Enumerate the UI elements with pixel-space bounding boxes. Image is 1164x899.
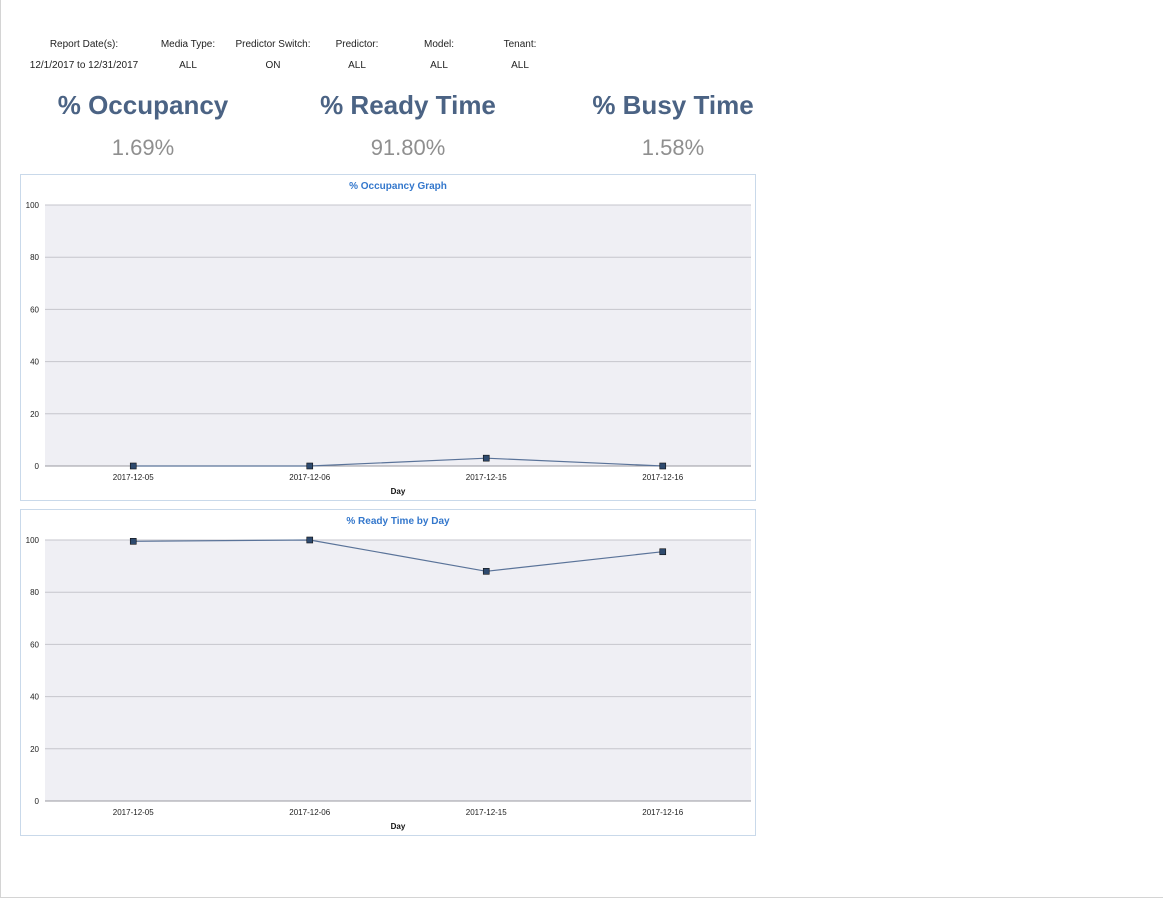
- series-line: [133, 539, 663, 572]
- kpi-value: 1.58%: [641, 135, 705, 160]
- x-axis-label: Day: [391, 822, 406, 831]
- ready-time-chart-panel: % Ready Time by Day 0 20 40 60 80 100 2017-12-0…: [20, 509, 756, 836]
- filter-value: 12/1/2017 to 12/31/2017: [29, 60, 139, 71]
- plot-area: [45, 540, 751, 801]
- filter-value: ALL: [179, 60, 197, 71]
- report-filter-bar: Report Date(s): 12/1/2017 to 12/31/2017 …: [0, 38, 760, 78]
- filter-media-type: Media Type: ALL: [152, 38, 224, 73]
- filter-label: Model:: [423, 39, 454, 50]
- filter-value: ALL: [430, 60, 448, 71]
- y-tick-label: 100: [26, 201, 40, 210]
- kpi-title: % Ready Time: [320, 90, 496, 120]
- y-tick-label: 0: [35, 797, 40, 806]
- chart-title: % Ready Time by Day: [346, 516, 450, 527]
- data-point: [306, 536, 314, 544]
- filter-value: ON: [265, 60, 281, 71]
- kpi-title: % Busy Time: [592, 90, 754, 120]
- filter-label: Tenant:: [503, 39, 537, 50]
- chart-title: % Occupancy Graph: [349, 181, 447, 192]
- kpi-title: % Occupancy: [57, 90, 229, 120]
- data-point: [482, 568, 490, 575]
- filter-predictor: Predictor: ALL: [322, 38, 392, 73]
- kpi-ready-time: % Ready Time 91.80%: [298, 88, 518, 162]
- x-tick-label: 2017-12-05: [113, 808, 154, 817]
- x-tick-label: 2017-12-05: [113, 473, 154, 482]
- y-tick-label: 80: [30, 588, 39, 597]
- plot-area: [45, 205, 751, 466]
- kpi-value: 91.80%: [370, 135, 446, 160]
- y-tick-label: 60: [30, 640, 39, 649]
- y-tick-label: 80: [30, 253, 39, 262]
- y-tick-label: 20: [30, 410, 39, 419]
- y-tick-label: 40: [30, 358, 39, 367]
- x-tick-label: 2017-12-06: [289, 473, 330, 482]
- filter-predictor-switch: Predictor Switch: ON: [230, 38, 316, 73]
- x-axis-label: Day: [391, 487, 406, 496]
- data-point: [306, 462, 314, 470]
- filter-model: Model: ALL: [404, 38, 474, 73]
- x-tick-label: 2017-12-16: [642, 473, 683, 482]
- data-point: [129, 462, 137, 470]
- x-tick-label: 2017-12-15: [466, 808, 507, 817]
- y-tick-label: 100: [26, 536, 40, 545]
- filter-tenant: Tenant: ALL: [485, 38, 555, 73]
- kpi-value: 1.69%: [111, 135, 175, 160]
- filter-report-dates: Report Date(s): 12/1/2017 to 12/31/2017: [22, 38, 146, 73]
- kpi-busy-time: % Busy Time 1.58%: [568, 88, 778, 162]
- data-point: [482, 454, 490, 462]
- filter-label: Report Date(s):: [49, 39, 119, 50]
- y-tick-label: 20: [30, 745, 39, 754]
- data-point: [129, 538, 137, 545]
- x-tick-label: 2017-12-06: [289, 808, 330, 817]
- data-point: [659, 462, 667, 470]
- kpi-occupancy: % Occupancy 1.69%: [38, 88, 248, 162]
- series-line: [133, 457, 663, 467]
- filter-label: Media Type:: [160, 39, 216, 50]
- y-tick-label: 60: [30, 305, 39, 314]
- y-tick-label: 0: [35, 462, 40, 471]
- filter-value: ALL: [511, 60, 529, 71]
- filter-label: Predictor:: [335, 39, 379, 50]
- y-tick-label: 40: [30, 693, 39, 702]
- x-tick-label: 2017-12-16: [642, 808, 683, 817]
- filter-label: Predictor Switch:: [235, 39, 311, 50]
- occupancy-line-chart: % Occupancy Graph 0 20 40 60 80 100 2017-12-05 2…: [26, 181, 751, 496]
- x-tick-label: 2017-12-15: [466, 473, 507, 482]
- occupancy-chart-panel: % Occupancy Graph 0 20 40 60 80 100 2017-12-05 2…: [20, 174, 756, 501]
- ready-time-line-chart: % Ready Time by Day 0 20 40 60 80 100 2017-12-0…: [26, 516, 751, 831]
- filter-value: ALL: [348, 60, 366, 71]
- data-point: [659, 548, 667, 556]
